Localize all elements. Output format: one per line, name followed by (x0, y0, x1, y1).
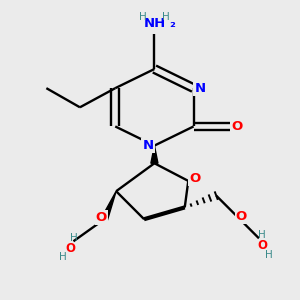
Text: O: O (189, 172, 200, 185)
Text: N: N (194, 82, 206, 95)
Text: N: N (142, 139, 154, 152)
Text: H: H (162, 13, 170, 22)
Text: H: H (258, 230, 266, 240)
Text: O: O (236, 210, 247, 223)
Text: O: O (96, 211, 107, 224)
Polygon shape (101, 191, 116, 220)
Text: H: H (70, 233, 77, 243)
Text: O: O (257, 239, 267, 252)
Text: O: O (231, 120, 242, 133)
Text: O: O (65, 242, 76, 255)
Text: H: H (266, 250, 273, 260)
Text: H: H (139, 13, 146, 22)
Text: NH: NH (143, 17, 166, 30)
Text: ₂: ₂ (170, 17, 176, 30)
Text: H: H (59, 253, 67, 262)
Polygon shape (151, 146, 158, 163)
